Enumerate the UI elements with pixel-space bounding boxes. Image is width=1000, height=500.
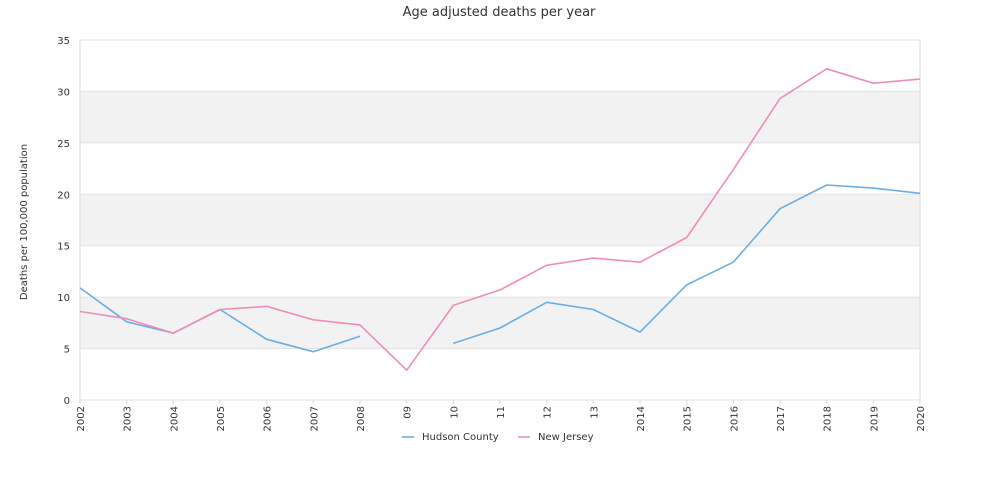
chart-title: Age adjusted deaths per year [403, 5, 596, 20]
legend[interactable]: Hudson County New Jersey [402, 432, 594, 443]
x-tick-label: 2015 [683, 406, 694, 431]
legend-item-hudson-county[interactable]: Hudson County [402, 432, 499, 443]
grid-band [80, 194, 920, 246]
x-tick-label: 2014 [636, 406, 647, 431]
x-tick-label: 2008 [356, 406, 367, 431]
grid-bands [80, 91, 920, 349]
x-tick-label: 13 [589, 406, 600, 419]
x-tick-label: 2003 [123, 406, 134, 431]
x-tick-label: 2006 [263, 406, 274, 431]
x-tick-label: 10 [449, 406, 460, 419]
series-line-hudson-county [453, 184, 921, 345]
x-tick-label: 2020 [916, 406, 927, 431]
y-tick-label: 30 [57, 87, 70, 98]
x-tick-label: 2017 [776, 406, 787, 431]
grid-band [80, 297, 920, 349]
y-tick-labels: 0 5 10 15 20 25 30 35 [57, 36, 70, 407]
x-tick-label: 2016 [729, 406, 740, 431]
x-tick-marks [79, 400, 921, 404]
y-tick-label: 20 [57, 190, 70, 201]
x-tick-label: 11 [496, 406, 507, 419]
x-tick-label: 2002 [76, 406, 87, 431]
y-tick-label: 10 [57, 293, 70, 304]
x-tick-label: 2018 [823, 406, 834, 431]
y-tick-label: 35 [57, 36, 70, 47]
x-tick-label: 12 [543, 406, 554, 419]
x-tick-label: 2019 [869, 406, 880, 431]
y-tick-label: 25 [57, 139, 70, 150]
y-tick-label: 15 [57, 242, 70, 253]
x-tick-label: 2004 [169, 406, 180, 431]
y-tick-label: 5 [64, 345, 70, 356]
series-lines [79, 68, 921, 371]
y-axis-label: Deaths per 100,000 population [19, 144, 30, 300]
x-tick-label: 2007 [309, 406, 320, 431]
legend-item-new-jersey[interactable]: New Jersey [518, 432, 594, 443]
series-line-new-jersey [79, 68, 921, 371]
x-tick-labels: 2002 2003 2004 2005 2006 2007 2008 09 10 11 12 13 20… [76, 406, 927, 431]
legend-label: New Jersey [538, 432, 594, 443]
grid-band [80, 91, 920, 143]
legend-label: Hudson County [422, 432, 499, 443]
x-tick-label: 2005 [216, 406, 227, 431]
y-tick-label: 0 [64, 396, 70, 407]
x-tick-label: 09 [403, 406, 414, 419]
